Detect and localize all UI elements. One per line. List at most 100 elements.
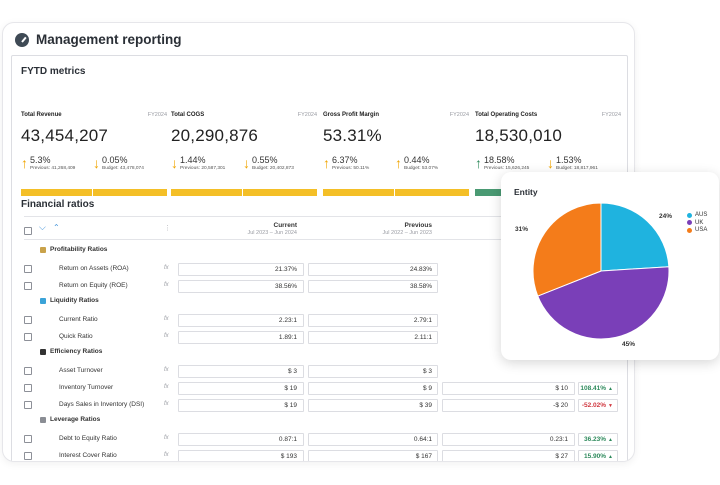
row-label: Return on Assets (ROA) — [59, 265, 129, 272]
metric-name: Total Revenue — [21, 112, 62, 118]
battery-icon — [40, 348, 46, 355]
variance-percent: 15.90% — [584, 453, 607, 460]
current-cell — [178, 450, 304, 461]
current-cell — [178, 280, 304, 293]
variance-percent: 108.41% — [580, 385, 607, 392]
droplet-icon — [40, 297, 46, 304]
collapse-all-icon[interactable]: ⌃ — [53, 223, 60, 232]
formula-icon[interactable]: fx — [164, 435, 169, 441]
difference-value: -$ 20 — [553, 402, 568, 409]
pie-slice-uk[interactable] — [537, 266, 670, 340]
card-header: Management reporting — [15, 32, 182, 47]
metric-value: 53.31% — [323, 126, 382, 145]
column-subheader: Jul 2023 – Jun 2024 — [247, 230, 297, 236]
formula-icon[interactable]: fx — [164, 265, 169, 271]
pie-legend: AUS UK USA — [687, 212, 707, 235]
current-cell — [178, 263, 304, 276]
arrow-up-icon: ↑ — [395, 155, 402, 171]
metric-status-bar — [323, 189, 394, 196]
row-checkbox[interactable] — [24, 367, 32, 375]
previous-value: 2.11:1 — [414, 334, 432, 341]
financial-ratios-title: Financial ratios — [21, 199, 95, 210]
triangle-up-icon: ▲ — [608, 386, 613, 392]
triangle-down-icon: ▼ — [608, 403, 613, 409]
formula-icon[interactable]: fx — [164, 367, 169, 373]
previous-cell — [308, 280, 438, 293]
current-value: 2.23:1 — [278, 317, 297, 324]
formula-icon[interactable]: fx — [164, 316, 169, 322]
select-all-checkbox[interactable] — [24, 227, 32, 235]
previous-cell — [308, 450, 438, 461]
difference-cell — [442, 382, 575, 395]
page-title: Management reporting — [36, 32, 182, 47]
variance-cell — [578, 450, 618, 461]
change-text: 0.55% Budget: 20,402,873 — [252, 155, 294, 172]
previous-value: 24.83% — [409, 266, 432, 273]
row-checkbox[interactable] — [24, 265, 32, 273]
change-reference: Budget: 20,402,873 — [252, 166, 294, 171]
row-checkbox[interactable] — [24, 316, 32, 324]
legend-label: UK — [695, 219, 704, 226]
legend-swatch — [687, 220, 692, 225]
formula-icon[interactable]: fx — [164, 282, 169, 288]
change-reference: Budget: 43,478,074 — [102, 166, 144, 171]
change-percent: 0.55% — [252, 155, 278, 165]
group-header: Efficiency Ratios — [40, 348, 102, 355]
pie-slice-aus[interactable] — [600, 202, 670, 272]
change-text: 5.3% Previous: 41,268,409 — [30, 156, 75, 172]
metric-value: 18,530,010 — [475, 126, 563, 145]
row-checkbox[interactable] — [24, 435, 32, 443]
pie-slice-usa[interactable] — [532, 202, 602, 297]
legend-item[interactable]: USA — [687, 227, 707, 233]
difference-cell — [442, 399, 575, 412]
row-checkbox[interactable] — [24, 452, 32, 460]
row-checkbox[interactable] — [24, 333, 32, 341]
metric-value: 43,454,207 — [21, 126, 109, 145]
legend-label: AUS — [695, 212, 708, 218]
current-value: $ 19 — [284, 402, 297, 409]
row-label: Asset Turnover — [59, 367, 103, 374]
row-checkbox[interactable] — [24, 282, 32, 290]
variance-cell — [578, 433, 618, 446]
current-cell — [178, 382, 304, 395]
change-reference: Budget: 53.07% — [404, 166, 439, 171]
formula-icon[interactable]: fx — [164, 452, 169, 458]
change-text: 1.44% Previous: 20,587,301 — [180, 156, 226, 172]
variance-percent: 36.23% — [584, 436, 607, 443]
change-percent: 0.44% — [404, 155, 430, 165]
current-value: $ 193 — [280, 453, 297, 460]
previous-cell — [308, 263, 438, 276]
current-cell — [178, 399, 304, 412]
change-reference: Previous: 15,626,245 — [484, 166, 530, 171]
metric-change: ↓ 1.53% Budget: 18,817,961 — [547, 156, 598, 172]
variance-percent: -52.02% — [581, 402, 607, 409]
metric-period: FY2024 — [601, 112, 621, 118]
legend-label: USA — [695, 227, 708, 233]
change-percent: 6.37% — [332, 155, 358, 165]
row-checkbox[interactable] — [24, 401, 32, 409]
legend-item[interactable]: AUS — [687, 212, 707, 218]
current-value: 21.37% — [274, 266, 297, 273]
group-name: Leverage Ratios — [50, 416, 101, 423]
variance-value: 108.41% ▲ — [580, 385, 613, 392]
current-cell — [178, 365, 304, 378]
metric-name: Total COGS — [171, 112, 205, 118]
metric-status-bar — [395, 189, 469, 196]
legend-item[interactable]: UK — [687, 220, 707, 226]
expand-all-icon[interactable]: ⌵ — [39, 222, 46, 232]
current-value: $ 3 — [287, 368, 297, 375]
group-header: Profitability Ratios — [40, 246, 107, 253]
metric-change: ↓ 0.55% Budget: 20,402,873 — [243, 155, 294, 172]
metric-name: Gross Profit Margin — [323, 112, 380, 118]
drag-handle-icon[interactable]: ⋮ — [164, 225, 171, 232]
previous-value: $ 39 — [419, 402, 432, 409]
previous-cell — [308, 382, 438, 395]
formula-icon[interactable]: fx — [164, 333, 169, 339]
difference-cell — [442, 450, 575, 461]
change-reference: Previous: 20,587,301 — [180, 166, 226, 171]
variance-value: 15.90% ▲ — [584, 453, 613, 460]
formula-icon[interactable]: fx — [164, 384, 169, 390]
current-cell — [178, 314, 304, 327]
row-checkbox[interactable] — [24, 384, 32, 392]
formula-icon[interactable]: fx — [164, 401, 169, 407]
